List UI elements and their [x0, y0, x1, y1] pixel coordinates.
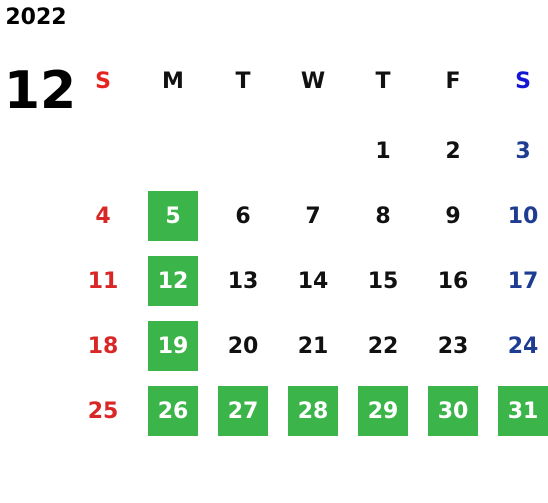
day-number: 8	[375, 204, 390, 229]
day-number: 4	[95, 204, 110, 229]
day-number: 28	[298, 399, 329, 424]
day-number: 19	[158, 334, 189, 359]
day-highlight	[358, 386, 408, 436]
day-number: 3	[515, 139, 530, 164]
day-number: 23	[438, 334, 469, 359]
day-number: 26	[158, 399, 189, 424]
day-number: 31	[508, 399, 539, 424]
day-highlight	[148, 191, 198, 241]
day-number: 25	[88, 399, 119, 424]
day-number: 13	[228, 269, 259, 294]
day-highlight	[148, 386, 198, 436]
day-number: 5	[165, 204, 180, 229]
day-highlight	[218, 386, 268, 436]
day-number: 30	[438, 399, 469, 424]
day-number: 14	[298, 269, 329, 294]
day-highlight	[148, 321, 198, 371]
day-number: 10	[508, 204, 539, 229]
day-number: 12	[158, 269, 189, 294]
day-number: 16	[438, 269, 469, 294]
day-number: 22	[368, 334, 399, 359]
month: 12	[4, 61, 76, 121]
day-highlight	[498, 386, 548, 436]
day-number: 27	[228, 399, 259, 424]
weekday-label: T	[375, 69, 390, 94]
year: 2022	[5, 5, 66, 30]
day-number: 20	[228, 334, 259, 359]
day-number: 7	[305, 204, 320, 229]
day-number: 2	[445, 139, 460, 164]
day-number: 15	[368, 269, 399, 294]
day-number: 9	[445, 204, 460, 229]
day-number: 17	[508, 269, 539, 294]
weekday-label: W	[301, 69, 325, 94]
weekday-label: M	[162, 69, 184, 94]
weekday-label: F	[445, 69, 460, 94]
weekday-label: T	[235, 69, 250, 94]
weekday-label: S	[95, 69, 111, 94]
day-number: 11	[88, 269, 119, 294]
day-number: 21	[298, 334, 329, 359]
day-number: 24	[508, 334, 539, 359]
day-number: 6	[235, 204, 250, 229]
day-number: 29	[368, 399, 399, 424]
day-number: 1	[375, 139, 390, 164]
day-highlight	[288, 386, 338, 436]
weekday-label: S	[515, 69, 531, 94]
day-highlight	[428, 386, 478, 436]
day-highlight	[148, 256, 198, 306]
day-number: 18	[88, 334, 119, 359]
